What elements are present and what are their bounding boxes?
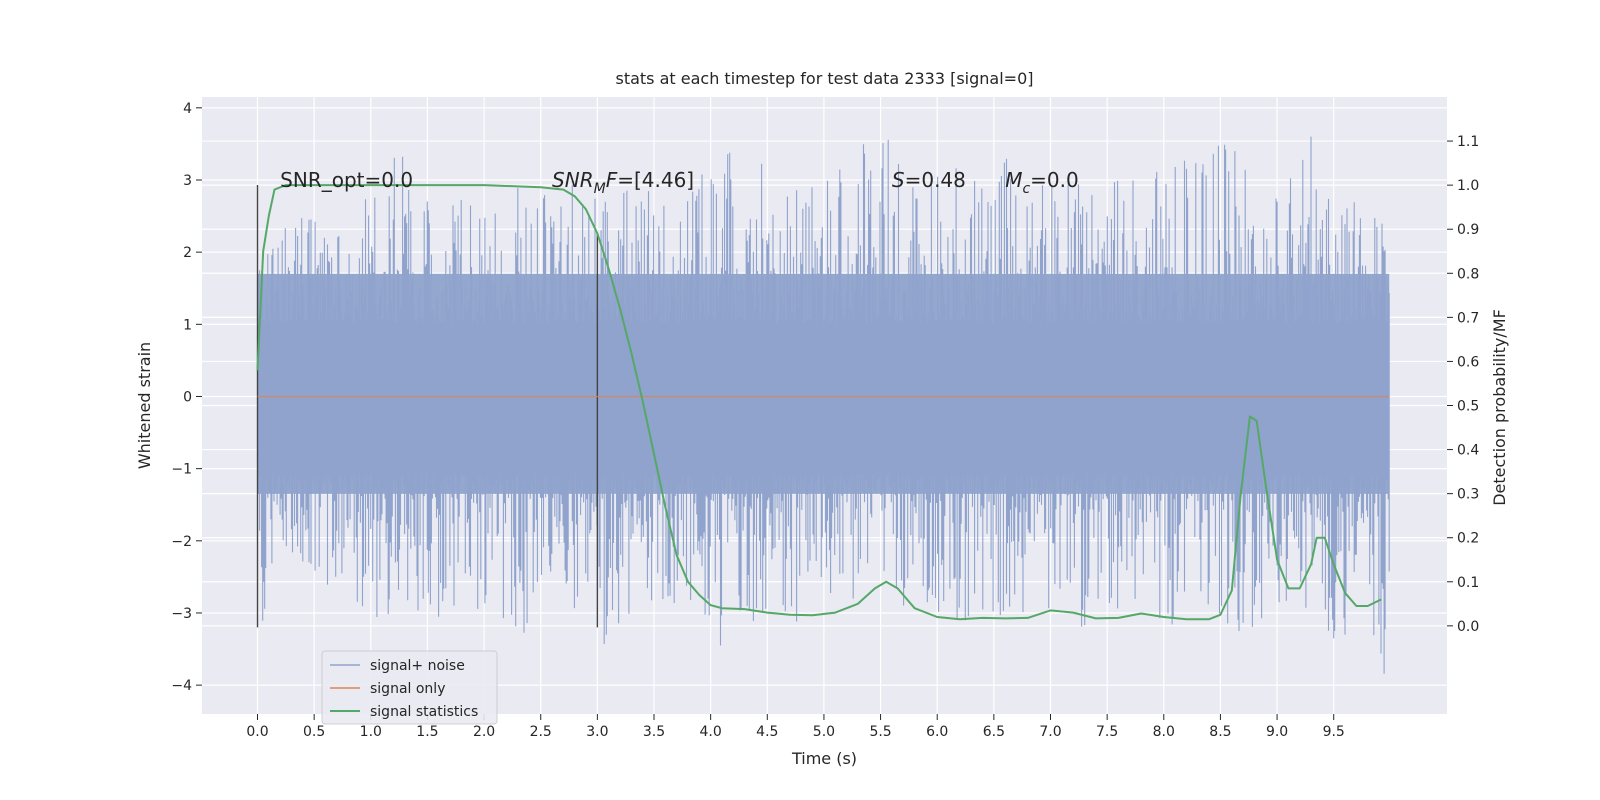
legend-label: signal statistics xyxy=(370,704,478,720)
legend-box xyxy=(321,650,498,725)
x-tick-label: 0.5 xyxy=(303,724,325,740)
y-left-tick-label: −1 xyxy=(171,462,192,478)
x-tick-label: 3.0 xyxy=(586,724,608,740)
legend: signal+ noise signal only signal statistic… xyxy=(321,650,498,725)
y-right-tick-label: 0.9 xyxy=(1457,222,1479,238)
y-right-tick-label: 0.7 xyxy=(1457,310,1479,326)
x-tick-label: 8.5 xyxy=(1209,724,1231,740)
x-tick-label: 5.5 xyxy=(869,724,891,740)
y-left-tick-label: 1 xyxy=(183,317,192,333)
annotation-prefix: SNR_opt=0.0 xyxy=(280,168,413,192)
x-tick-label: 6.5 xyxy=(983,724,1005,740)
y-right-tick-label: 0.4 xyxy=(1457,443,1479,459)
annotation-text: SNR_opt=0.0 xyxy=(280,168,413,192)
y-right-tick-label: 0.1 xyxy=(1457,575,1479,591)
x-tick-label: 2.5 xyxy=(530,724,552,740)
annotation-subscript: c xyxy=(1022,181,1030,197)
y-left-tick-label: 3 xyxy=(183,173,192,189)
x-tick-label: 8.0 xyxy=(1153,724,1175,740)
annotation-subscript: M xyxy=(594,181,606,197)
x-tick-label: 4.5 xyxy=(756,724,778,740)
annotation-suffix: F xyxy=(606,168,618,192)
y-left-tick-label: 0 xyxy=(183,389,192,405)
annotation-base: SNR xyxy=(552,168,594,192)
y-right-tick-label: 1.1 xyxy=(1457,134,1479,150)
y-left-tick-label: 4 xyxy=(183,101,192,117)
annotation-suffix-value: =[4.46] xyxy=(617,168,694,192)
legend-label: signal only xyxy=(370,681,445,697)
annotation-suffix: =0.48 xyxy=(905,168,966,192)
series-signal-noise xyxy=(256,136,1390,674)
y-left-tick-label: −2 xyxy=(171,534,192,550)
x-tick-label: 0.0 xyxy=(246,724,268,740)
y-left-tick-label: −3 xyxy=(171,606,192,622)
x-axis-label: Time (s) xyxy=(791,749,857,768)
chart-title: stats at each timestep for test data 233… xyxy=(615,69,1033,88)
annotation-text: Mc=0.0 xyxy=(1005,168,1079,197)
x-tick-label: 4.0 xyxy=(700,724,722,740)
x-tick-label: 3.5 xyxy=(643,724,665,740)
y-right-tick-label: 0.2 xyxy=(1457,531,1479,547)
y-axis-left-label: Whitened strain xyxy=(135,342,154,469)
y-right-tick-label: 0.0 xyxy=(1457,619,1479,635)
annotation-base: S xyxy=(892,168,905,192)
x-tick-label: 1.5 xyxy=(416,724,438,740)
y-right-tick-label: 0.5 xyxy=(1457,399,1479,415)
x-tick-label: 6.0 xyxy=(926,724,948,740)
x-tick-label: 2.0 xyxy=(473,724,495,740)
y-right-tick-label: 0.6 xyxy=(1457,354,1479,370)
x-tick-label: 7.5 xyxy=(1096,724,1118,740)
annotation-text: SNRMF=[4.46] xyxy=(552,168,694,197)
y-left-tick-label: −4 xyxy=(171,678,192,694)
x-tick-label: 9.0 xyxy=(1266,724,1288,740)
annotation-suffix: =0.0 xyxy=(1030,168,1079,192)
annotation-base: M xyxy=(1005,168,1022,192)
x-tick-label: 1.0 xyxy=(360,724,382,740)
y-right-tick-label: 0.3 xyxy=(1457,487,1479,503)
x-tick-label: 7.0 xyxy=(1039,724,1061,740)
series-signal-statistics xyxy=(256,184,1382,621)
y-right-tick-label: 0.8 xyxy=(1457,266,1479,282)
annotation-text: S=0.48 xyxy=(892,168,966,192)
y-right-tick-label: 1.0 xyxy=(1457,178,1479,194)
x-tick-label: 9.5 xyxy=(1323,724,1345,740)
x-tick-label: 5.0 xyxy=(813,724,835,740)
y-left-tick-label: 2 xyxy=(183,245,192,261)
y-axis-right-label: Detection probability/MF xyxy=(1490,309,1509,506)
legend-label: signal+ noise xyxy=(370,658,465,674)
